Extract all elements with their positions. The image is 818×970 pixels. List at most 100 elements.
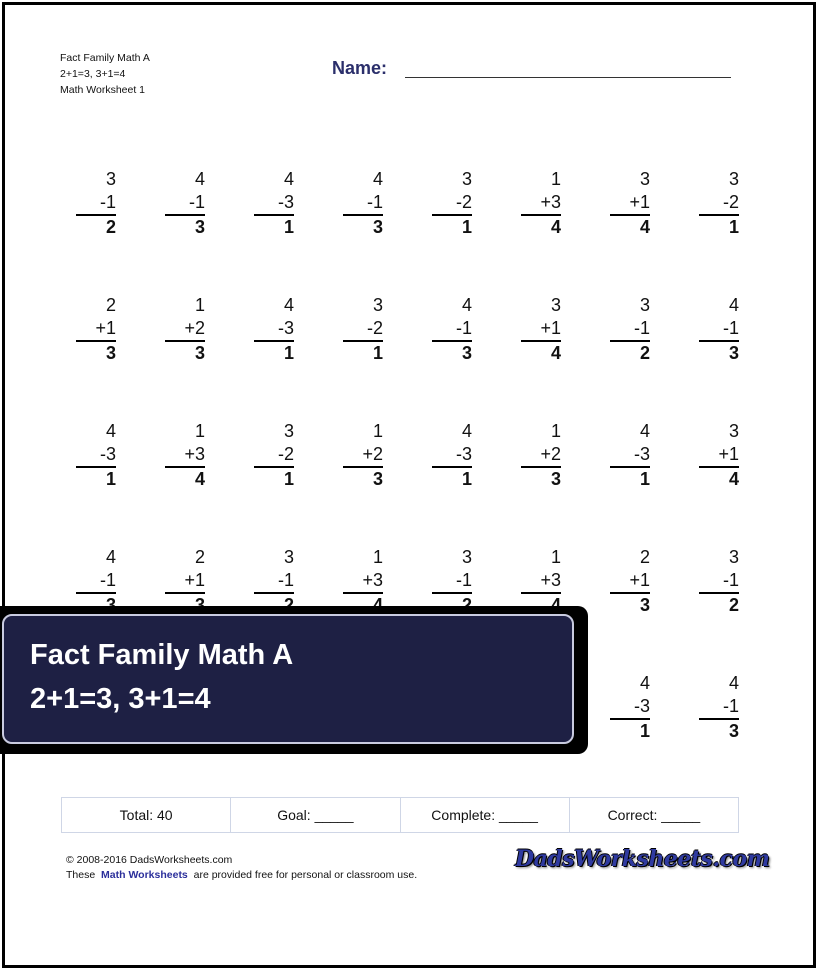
top-number: 4 xyxy=(639,673,650,693)
answer: 1 xyxy=(699,214,739,238)
score-cell: Total: 40 xyxy=(62,798,232,832)
problem: 1 +3 4 xyxy=(521,546,561,616)
name-label: Name: xyxy=(332,58,388,78)
answer: 2 xyxy=(699,592,739,616)
operation: -2 xyxy=(722,192,739,212)
problem: 4 -3 1 xyxy=(610,420,650,490)
operation: +3 xyxy=(540,570,561,590)
top-number: 1 xyxy=(372,547,383,567)
answer: 3 xyxy=(610,592,650,616)
top-number: 3 xyxy=(728,547,739,567)
operation: -1 xyxy=(455,570,472,590)
top-number: 2 xyxy=(105,295,116,315)
operation: -1 xyxy=(277,570,294,590)
banner-title: Fact Family Math A xyxy=(30,639,294,671)
problem: 3 -2 1 xyxy=(254,420,294,490)
operation: +2 xyxy=(362,444,383,464)
answer: 4 xyxy=(165,466,205,490)
operation: +1 xyxy=(95,318,116,338)
answer: 4 xyxy=(343,592,383,616)
top-number: 1 xyxy=(550,547,561,567)
problem: 1 +2 3 xyxy=(165,294,205,364)
operation: -3 xyxy=(277,192,294,212)
operation: +2 xyxy=(540,444,561,464)
operation: -1 xyxy=(455,318,472,338)
top-number: 3 xyxy=(283,547,294,567)
top-number: 4 xyxy=(283,169,294,189)
answer: 4 xyxy=(699,466,739,490)
copyright: © 2008-2016 DadsWorksheets.com xyxy=(66,854,233,866)
top-number: 4 xyxy=(728,295,739,315)
note-link[interactable]: Math Worksheets xyxy=(101,869,188,881)
operation: +3 xyxy=(362,570,383,590)
answer: 3 xyxy=(343,214,383,238)
problem: 4 -3 1 xyxy=(254,168,294,238)
problem: 2 +1 3 xyxy=(165,546,205,616)
operation: -1 xyxy=(722,696,739,716)
problem: 4 -3 1 xyxy=(254,294,294,364)
top-number: 3 xyxy=(639,169,650,189)
answer: 1 xyxy=(254,466,294,490)
score-table: Total: 40 Goal: _____ Complete: _____ Co… xyxy=(61,797,739,833)
operation: +2 xyxy=(184,318,205,338)
header-line: 2+1=3, 3+1=4 xyxy=(60,68,126,80)
problem: 3 -2 1 xyxy=(699,168,739,238)
operation: -1 xyxy=(633,318,650,338)
answer: 4 xyxy=(521,214,561,238)
top-number: 3 xyxy=(728,421,739,441)
banner-subtitle: 2+1=3, 3+1=4 xyxy=(30,683,211,715)
top-number: 1 xyxy=(550,169,561,189)
copyright-block: © 2008-2016 DadsWorksheets.com These Mat… xyxy=(66,853,417,883)
operation: -3 xyxy=(99,444,116,464)
problem: 4 -1 3 xyxy=(699,294,739,364)
problem: 4 -1 3 xyxy=(76,546,116,616)
problem: 4 -1 3 xyxy=(699,672,739,742)
problem: 4 -1 3 xyxy=(343,168,383,238)
answer: 3 xyxy=(432,340,472,364)
operation: -1 xyxy=(722,570,739,590)
answer: 3 xyxy=(76,592,116,616)
header-line: Math Worksheet 1 xyxy=(60,84,146,96)
top-number: 4 xyxy=(639,421,650,441)
top-number: 4 xyxy=(283,295,294,315)
operation: +1 xyxy=(718,444,739,464)
top-number: 3 xyxy=(728,169,739,189)
answer: 3 xyxy=(343,466,383,490)
note-text: are provided free for personal or classr… xyxy=(193,869,418,881)
operation: -3 xyxy=(455,444,472,464)
answer: 3 xyxy=(699,718,739,742)
header-line: Fact Family Math A xyxy=(60,52,150,64)
operation: -1 xyxy=(366,192,383,212)
answer: 3 xyxy=(165,340,205,364)
answer: 1 xyxy=(254,340,294,364)
problem: 4 -3 1 xyxy=(432,420,472,490)
header-info: Fact Family Math A 2+1=3, 3+1=4 Math Wor… xyxy=(60,50,150,98)
top-number: 4 xyxy=(461,295,472,315)
operation: -3 xyxy=(633,696,650,716)
problem: 4 -3 1 xyxy=(610,672,650,742)
usage-note: These Math Worksheets are provided free … xyxy=(66,868,417,883)
problem: 3 -1 2 xyxy=(76,168,116,238)
problem: 4 -1 3 xyxy=(432,294,472,364)
problem: 3 -1 2 xyxy=(254,546,294,616)
problem: 3 +1 4 xyxy=(610,168,650,238)
answer: 2 xyxy=(610,340,650,364)
answer: 2 xyxy=(432,592,472,616)
top-number: 3 xyxy=(550,295,561,315)
top-number: 3 xyxy=(639,295,650,315)
problem: 1 +2 3 xyxy=(521,420,561,490)
top-number: 3 xyxy=(461,169,472,189)
problem: 3 -1 2 xyxy=(432,546,472,616)
operation: +3 xyxy=(540,192,561,212)
top-number: 3 xyxy=(372,295,383,315)
top-number: 4 xyxy=(728,673,739,693)
logo: DadsWorksheets.com xyxy=(515,846,770,872)
top-number: 1 xyxy=(372,421,383,441)
top-number: 4 xyxy=(372,169,383,189)
answer: 4 xyxy=(521,340,561,364)
top-number: 1 xyxy=(194,421,205,441)
problem: 1 +2 3 xyxy=(343,420,383,490)
problem: 3 +1 4 xyxy=(699,420,739,490)
